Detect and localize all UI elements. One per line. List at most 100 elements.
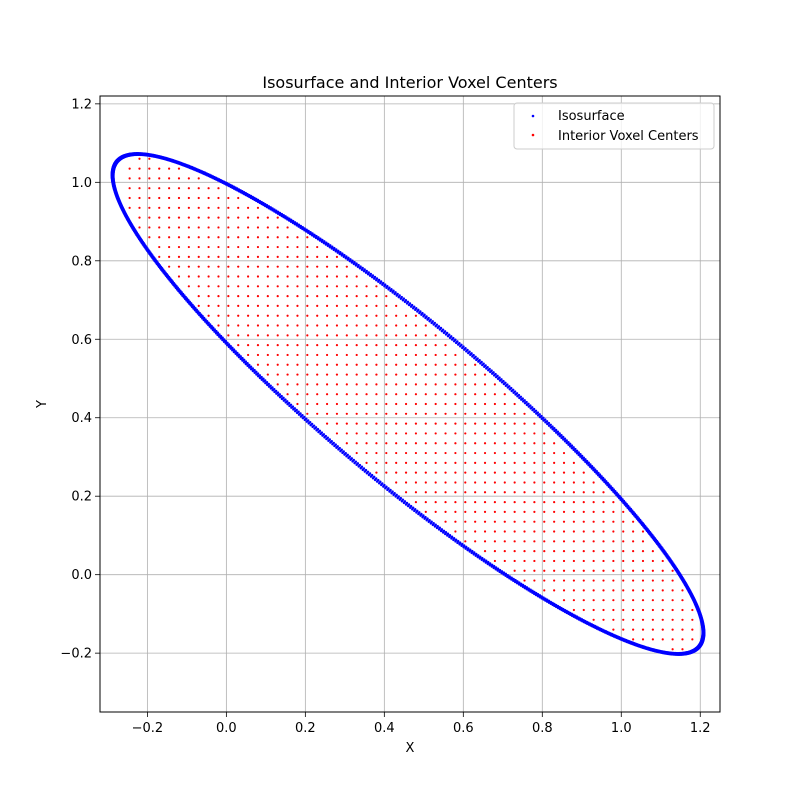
isosurface-point: [331, 245, 334, 248]
interior-voxel-point: [158, 167, 161, 170]
isosurface-point: [327, 242, 330, 246]
interior-voxel-point: [385, 295, 388, 298]
isosurface-point: [480, 558, 483, 562]
interior-voxel-point: [296, 334, 299, 337]
isosurface-point: [357, 263, 360, 267]
isosurface-point: [231, 349, 234, 352]
interior-voxel-point: [414, 324, 418, 327]
interior-voxel-point: [414, 471, 418, 474]
interior-voxel-point: [158, 206, 161, 209]
isosurface-point: [496, 374, 499, 378]
isosurface-point: [534, 593, 538, 597]
interior-voxel-point: [335, 295, 339, 298]
interior-voxel-point: [454, 491, 457, 494]
interior-voxel-point: [543, 471, 546, 474]
interior-voxel-point: [375, 314, 378, 317]
interior-voxel-point: [572, 491, 575, 494]
interior-voxel-point: [375, 422, 378, 425]
interior-voxel-point: [207, 187, 210, 190]
isosurface-point: [241, 359, 244, 362]
interior-voxel-point: [296, 402, 299, 406]
interior-voxel-point: [572, 520, 575, 523]
interior-voxel-point: [246, 324, 250, 327]
interior-voxel-point: [641, 608, 645, 612]
interior-voxel-point: [217, 196, 220, 200]
isosurface-point: [305, 228, 308, 231]
interior-voxel-point: [335, 432, 339, 435]
interior-voxel-point: [158, 245, 161, 249]
interior-voxel-point: [562, 481, 566, 484]
isosurface-point: [423, 517, 426, 520]
interior-voxel-point: [493, 491, 496, 494]
interior-voxel-point: [365, 432, 368, 435]
interior-voxel-point: [345, 265, 348, 268]
interior-voxel-point: [671, 638, 674, 641]
interior-voxel-point: [207, 226, 210, 229]
interior-voxel-point: [553, 471, 556, 474]
interior-voxel-point: [533, 520, 536, 523]
isosurface-point: [478, 557, 481, 560]
isosurface-point: [317, 236, 320, 239]
isosurface-point: [547, 601, 551, 604]
interior-voxel-point: [197, 226, 200, 229]
interior-voxel-point: [256, 216, 260, 219]
isosurface-point: [323, 240, 326, 243]
interior-voxel-point: [365, 442, 368, 445]
interior-voxel-point: [533, 530, 536, 533]
interior-voxel-point: [592, 481, 595, 484]
isosurface-point: [347, 256, 350, 260]
interior-voxel-point: [533, 510, 536, 513]
interior-voxel-point: [316, 344, 319, 347]
isosurface-point: [563, 437, 567, 440]
interior-voxel-point: [286, 295, 289, 298]
isosurface-point: [242, 361, 246, 364]
interior-voxel-point: [286, 314, 289, 317]
interior-voxel-point: [217, 255, 220, 258]
interior-voxel-point: [375, 334, 378, 337]
interior-voxel-point: [424, 402, 427, 406]
interior-voxel-point: [464, 383, 467, 386]
interior-voxel-point: [454, 383, 457, 386]
interior-voxel-point: [543, 559, 546, 563]
interior-voxel-point: [503, 432, 506, 435]
interior-voxel-point: [128, 196, 131, 200]
isosurface-point: [494, 568, 497, 571]
interior-voxel-point: [276, 304, 279, 308]
interior-voxel-point: [296, 265, 299, 268]
interior-voxel-point: [404, 344, 408, 347]
interior-voxel-point: [276, 216, 279, 219]
interior-voxel-point: [572, 550, 575, 553]
isosurface-point: [355, 463, 358, 467]
interior-voxel-point: [148, 216, 151, 219]
legend-marker-isosurface: [531, 114, 535, 118]
interior-voxel-point: [306, 275, 309, 278]
interior-voxel-point: [325, 295, 329, 298]
isosurface-point: [390, 288, 393, 291]
interior-voxel-point: [365, 334, 368, 337]
isosurface-point: [468, 550, 471, 553]
isosurface-point: [554, 428, 558, 432]
interior-voxel-point: [197, 236, 200, 239]
interior-voxel-point: [316, 304, 319, 308]
isosurface-point: [341, 252, 344, 255]
interior-voxel-point: [217, 275, 220, 278]
interior-voxel-point: [474, 481, 477, 484]
interior-voxel-point: [513, 461, 516, 464]
interior-voxel-point: [414, 481, 418, 484]
interior-voxel-point: [325, 412, 329, 415]
isosurface-point: [284, 215, 287, 218]
interior-voxel-point: [483, 520, 487, 523]
interior-voxel-point: [197, 245, 200, 249]
isosurface-point: [452, 336, 455, 340]
interior-voxel-point: [187, 285, 190, 288]
interior-voxel-point: [197, 206, 200, 209]
interior-voxel-point: [592, 599, 595, 602]
interior-voxel-point: [168, 226, 171, 229]
interior-voxel-point: [513, 540, 516, 543]
interior-voxel-point: [691, 628, 694, 631]
interior-voxel-point: [355, 442, 358, 445]
isosurface-point: [218, 335, 221, 338]
interior-voxel-point: [503, 412, 506, 415]
interior-voxel-point: [395, 481, 398, 484]
isosurface-point: [598, 473, 602, 476]
